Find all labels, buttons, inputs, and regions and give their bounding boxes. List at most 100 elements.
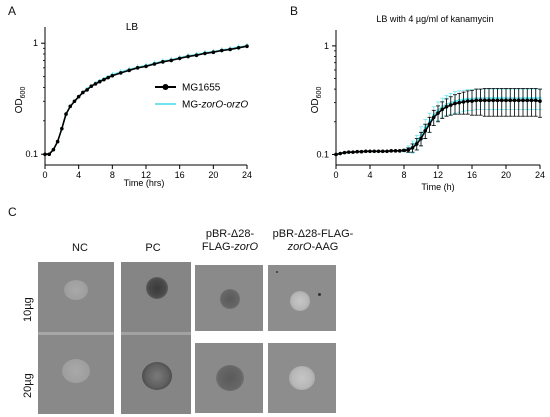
data-point xyxy=(402,148,406,153)
spot-nc-10ug xyxy=(64,280,88,300)
data-point xyxy=(135,66,140,70)
blot-divider-nc xyxy=(38,332,114,335)
data-point xyxy=(363,149,368,154)
data-point xyxy=(76,94,81,99)
data-point xyxy=(89,84,94,89)
data-point xyxy=(414,142,419,146)
chart-a-xtick-label: 8 xyxy=(110,170,115,180)
blot-mut-20ug xyxy=(268,343,336,413)
chart-b-ylabel: OD600 xyxy=(310,87,323,114)
blot-header-wt-line2: FLAG-zorO xyxy=(190,241,270,254)
data-point xyxy=(487,98,491,103)
legend-marker-mg1655 xyxy=(162,84,169,90)
chart-a-ylabel-main: OD xyxy=(14,98,25,113)
data-point xyxy=(60,126,64,131)
data-point xyxy=(186,54,190,59)
data-point xyxy=(529,98,534,103)
chart-a: LB 0 4 8 12 16 20 24 0.1 1 MG1655 MG-zorO-orzO T… xyxy=(14,22,252,188)
data-point xyxy=(368,149,372,154)
panel-letter-c: C xyxy=(8,205,17,219)
data-point xyxy=(427,122,432,127)
data-point xyxy=(106,75,110,80)
data-point xyxy=(236,45,241,50)
blot-mut-10ug xyxy=(268,265,336,331)
legend-label-mg1655: MG1655 xyxy=(182,83,221,94)
data-point xyxy=(211,50,216,55)
spot-wt-20ug xyxy=(216,365,244,391)
data-point xyxy=(436,111,440,115)
data-point xyxy=(397,149,402,153)
speck-mut-2 xyxy=(276,271,278,273)
chart-b-ylabel-main: OD xyxy=(310,98,321,113)
chart-a-xtick-label: 16 xyxy=(175,170,185,180)
data-point xyxy=(448,103,453,107)
data-point xyxy=(55,139,60,144)
chart-b-series-mg1655 xyxy=(334,88,542,157)
blot-header-nc: NC xyxy=(72,242,88,254)
chart-a-xtick-label: 4 xyxy=(76,170,81,180)
data-point xyxy=(393,149,398,153)
data-point xyxy=(85,88,89,92)
data-point xyxy=(346,150,351,154)
data-point xyxy=(118,71,123,75)
data-point xyxy=(461,100,466,104)
data-point xyxy=(410,146,415,150)
legend-label-zoro: MG-zorO-orzO xyxy=(182,100,248,111)
blot-header-wt-italic: zorO xyxy=(234,241,259,253)
data-point xyxy=(169,58,174,63)
data-point xyxy=(203,51,207,56)
data-point xyxy=(127,68,131,73)
blot-pc-strip xyxy=(121,262,191,414)
data-point xyxy=(355,149,360,154)
data-point xyxy=(177,56,182,61)
legend-label-zoro-prefix: MG- xyxy=(182,100,201,111)
chart-b: LB with 4 µg/ml of kanamycin 0 4 8 12 16 20 24… xyxy=(310,14,545,192)
data-point xyxy=(161,60,165,64)
data-point xyxy=(81,90,85,95)
chart-b-xtick-label: 16 xyxy=(467,170,477,180)
data-point xyxy=(245,44,249,49)
blot-header-mut-line1: pBR-Δ28-FLAG- xyxy=(272,228,354,240)
data-point xyxy=(465,99,470,103)
chart-a-series-mg1655 xyxy=(43,44,249,157)
data-point xyxy=(457,100,462,105)
data-point xyxy=(508,98,513,103)
data-point xyxy=(453,101,457,106)
data-point xyxy=(499,98,504,103)
data-point xyxy=(152,62,157,66)
chart-a-xtick-label: 20 xyxy=(208,170,218,180)
chart-b-xtick-label: 4 xyxy=(367,170,372,180)
data-point xyxy=(474,98,479,103)
blot-header-pc: PC xyxy=(145,242,161,254)
legend-label-zoro-italic: zorO-orzO xyxy=(200,100,248,111)
data-point xyxy=(228,47,232,52)
data-point xyxy=(419,136,423,141)
data-point xyxy=(423,129,428,133)
chart-a-xtick-label: 12 xyxy=(141,170,151,180)
blot-divider-pc xyxy=(121,332,191,335)
data-point xyxy=(478,98,483,103)
chart-b-ytick-label: 1 xyxy=(324,41,329,51)
blot-wt-20ug xyxy=(195,343,263,413)
data-point xyxy=(51,147,56,152)
chart-b-ytick-label: 0.1 xyxy=(316,149,329,159)
blot-nc-strip xyxy=(38,262,114,414)
chart-a-ytick-label: 0.1 xyxy=(25,149,38,159)
spot-pc-20ug xyxy=(142,362,172,390)
data-point xyxy=(385,149,389,154)
data-point xyxy=(72,99,77,104)
data-point xyxy=(338,151,343,156)
panel-letter-b: B xyxy=(290,4,299,18)
data-point xyxy=(110,73,115,78)
data-point xyxy=(102,77,106,82)
data-point xyxy=(538,99,542,103)
data-point xyxy=(512,98,517,103)
data-point xyxy=(372,149,377,154)
chart-b-xtick-label: 20 xyxy=(501,170,511,180)
panel-letter-a: A xyxy=(8,4,17,18)
spot-mut-10ug xyxy=(290,291,310,311)
chart-a-xtick-label: 0 xyxy=(42,170,47,180)
blot-header-wt-prefix: FLAG- xyxy=(201,241,235,253)
data-point xyxy=(440,107,445,112)
data-point xyxy=(495,98,500,103)
